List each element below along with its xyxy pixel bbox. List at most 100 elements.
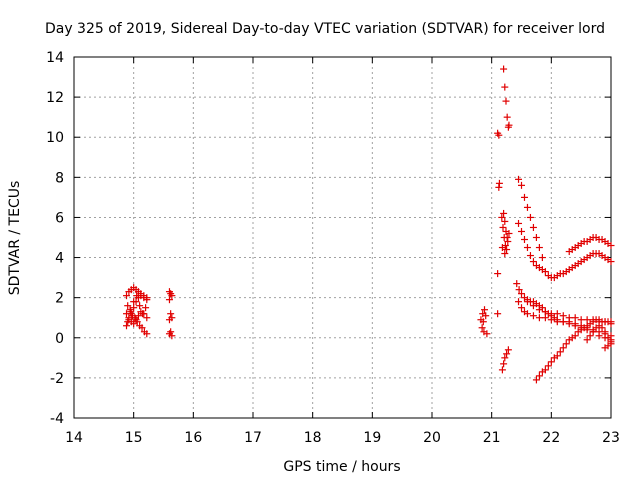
data-point xyxy=(133,318,141,326)
x-tick-label: 18 xyxy=(304,430,322,446)
data-point xyxy=(494,270,502,278)
data-point xyxy=(559,344,567,352)
data-point xyxy=(143,314,151,322)
y-tick-label: 4 xyxy=(55,251,64,267)
data-point xyxy=(529,223,537,231)
data-point xyxy=(607,258,615,266)
data-point xyxy=(479,318,487,326)
data-point xyxy=(503,246,511,254)
data-point xyxy=(556,348,564,356)
data-point xyxy=(604,342,612,350)
x-tick-label: 22 xyxy=(542,430,560,446)
data-point xyxy=(547,358,555,366)
y-axis-label: SDTVAR / TECUs xyxy=(7,181,23,296)
x-tick-label: 23 xyxy=(602,430,620,446)
data-point xyxy=(143,294,151,302)
data-point xyxy=(535,244,543,252)
data-point xyxy=(123,310,131,318)
data-point xyxy=(142,304,150,312)
data-point xyxy=(607,336,615,344)
data-point xyxy=(583,316,591,324)
data-point xyxy=(515,286,523,294)
data-point xyxy=(130,298,138,306)
data-point xyxy=(526,213,534,221)
data-point xyxy=(565,314,573,322)
data-point xyxy=(500,360,508,368)
y-tick-label: 10 xyxy=(46,130,64,146)
data-point xyxy=(499,223,507,231)
data-point xyxy=(565,320,573,328)
data-point xyxy=(518,181,525,189)
data-point xyxy=(503,350,511,358)
y-tick-labels: -4 -2 0 2 4 6 8 10 12 14 xyxy=(46,50,64,427)
data-point xyxy=(136,302,144,310)
data-point xyxy=(532,234,540,241)
data-point xyxy=(143,330,151,338)
data-point xyxy=(481,306,489,314)
data-point xyxy=(595,332,603,340)
y-tick-label: 14 xyxy=(46,50,64,66)
y-tick-label: 0 xyxy=(55,331,64,347)
chart-title: Day 325 of 2019, Sidereal Day-to-day VTE… xyxy=(45,21,605,37)
data-point xyxy=(125,314,133,322)
x-tick-label: 16 xyxy=(184,430,202,446)
data-point xyxy=(138,324,146,332)
data-point xyxy=(502,97,510,105)
data-points xyxy=(123,65,615,384)
y-tick-label: 8 xyxy=(55,170,64,186)
y-tick-label: 6 xyxy=(55,210,64,226)
data-point xyxy=(133,292,141,300)
y-tick-label: 2 xyxy=(55,291,64,307)
data-point xyxy=(131,314,139,322)
x-tick-labels: 14 15 16 17 18 19 20 21 22 23 xyxy=(65,430,620,446)
data-point xyxy=(123,322,131,330)
x-tick-label: 17 xyxy=(244,430,262,446)
data-point xyxy=(503,234,511,241)
data-point xyxy=(553,310,561,318)
data-point xyxy=(124,302,132,310)
data-point xyxy=(130,304,138,312)
data-point xyxy=(601,328,609,336)
data-point xyxy=(541,314,549,322)
data-point xyxy=(502,227,510,235)
data-point xyxy=(544,362,552,370)
data-point xyxy=(577,316,585,324)
data-point xyxy=(571,322,579,330)
x-tick-label: 14 xyxy=(65,430,83,446)
data-point xyxy=(526,252,534,260)
data-point xyxy=(498,366,506,374)
data-point xyxy=(598,324,606,332)
data-point xyxy=(498,213,506,221)
x-tick-label: 15 xyxy=(125,430,143,446)
data-point xyxy=(562,340,570,348)
data-point xyxy=(165,316,173,324)
data-point xyxy=(500,65,508,73)
data-point xyxy=(165,330,173,338)
data-point xyxy=(134,312,142,320)
data-point xyxy=(515,175,523,183)
data-point xyxy=(541,268,549,276)
data-point xyxy=(535,306,543,314)
data-point xyxy=(518,227,525,235)
data-point xyxy=(520,236,528,244)
y-tick-label: -2 xyxy=(50,371,64,387)
data-point xyxy=(535,372,543,380)
plot-frame xyxy=(73,56,612,419)
data-point xyxy=(482,312,490,320)
data-point xyxy=(504,346,512,354)
data-point xyxy=(541,308,549,316)
x-axis-label: GPS time / hours xyxy=(283,459,400,475)
data-point xyxy=(167,310,175,318)
data-point xyxy=(520,193,528,201)
x-tick-label: 21 xyxy=(483,430,501,446)
data-point xyxy=(541,366,549,374)
data-point xyxy=(515,298,523,306)
data-point xyxy=(500,209,508,217)
data-point xyxy=(607,318,615,326)
data-point xyxy=(501,354,509,362)
x-tick-label: 19 xyxy=(363,430,381,446)
axis-ticks xyxy=(73,56,612,419)
data-point xyxy=(130,320,138,328)
data-point xyxy=(547,310,555,318)
data-point xyxy=(494,310,502,318)
